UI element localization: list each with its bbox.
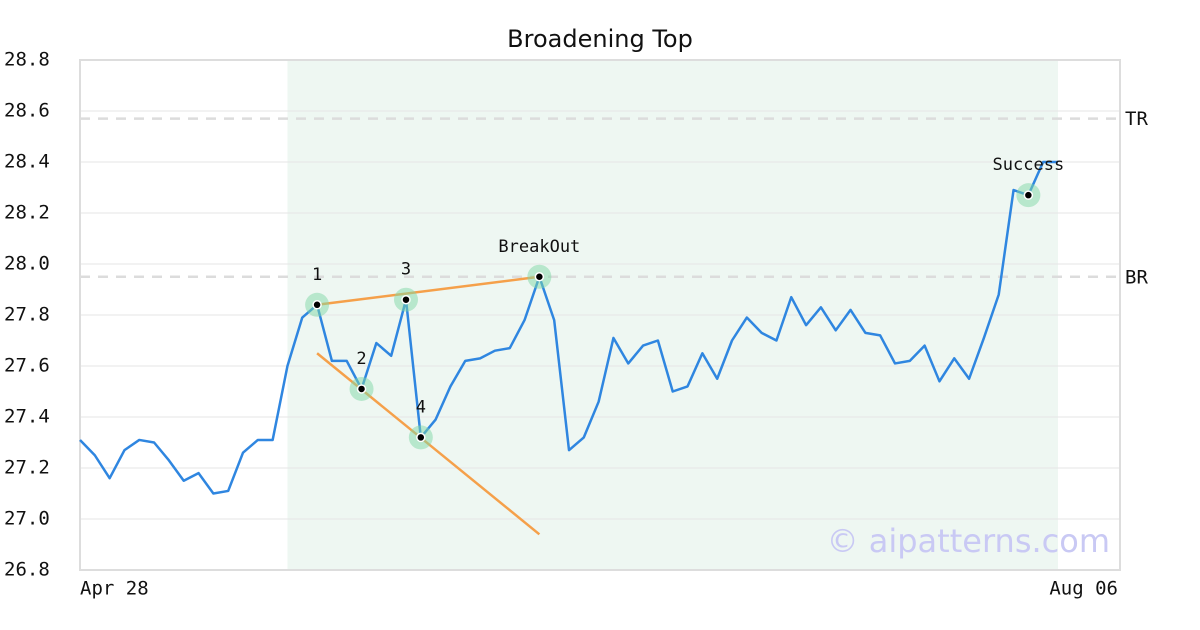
- level-label: BR: [1125, 266, 1148, 288]
- y-tick-label: 28.0: [4, 253, 50, 275]
- plot-border: [79, 59, 1121, 571]
- y-tick-label: 28.6: [4, 100, 50, 122]
- marker-label: 2: [356, 349, 366, 369]
- chart-title: Broadening Top: [507, 25, 693, 53]
- marker-label: 1: [312, 265, 322, 285]
- x-tick-label: Apr 28: [80, 578, 149, 600]
- marker-point: [534, 272, 545, 282]
- y-tick-label: 28.4: [4, 151, 50, 173]
- marker-label: 3: [401, 260, 411, 280]
- y-tick-label: 28.8: [4, 49, 50, 71]
- marker-point: [416, 432, 426, 443]
- watermark: © aipatterns.com: [827, 522, 1110, 560]
- y-tick-label: 27.6: [4, 355, 50, 377]
- marker-label: 4: [416, 397, 426, 417]
- y-tick-label: 26.8: [4, 559, 50, 581]
- marker-point: [401, 294, 411, 305]
- y-tick-label: 28.2: [4, 202, 50, 224]
- marker-point: [1023, 190, 1034, 200]
- x-tick-label: Aug 06: [1049, 578, 1118, 600]
- level-label: TR: [1125, 108, 1148, 130]
- marker-point: [312, 300, 322, 310]
- marker-label: BreakOut: [498, 237, 580, 257]
- y-tick-label: 27.0: [4, 508, 50, 530]
- y-tick-label: 27.8: [4, 304, 50, 326]
- marker-point: [356, 384, 367, 394]
- price-line: [79, 160, 1058, 495]
- y-tick-label: 27.4: [4, 406, 50, 428]
- marker-label: Success: [993, 155, 1065, 175]
- trendline: [316, 275, 540, 307]
- y-tick-label: 27.2: [4, 457, 50, 479]
